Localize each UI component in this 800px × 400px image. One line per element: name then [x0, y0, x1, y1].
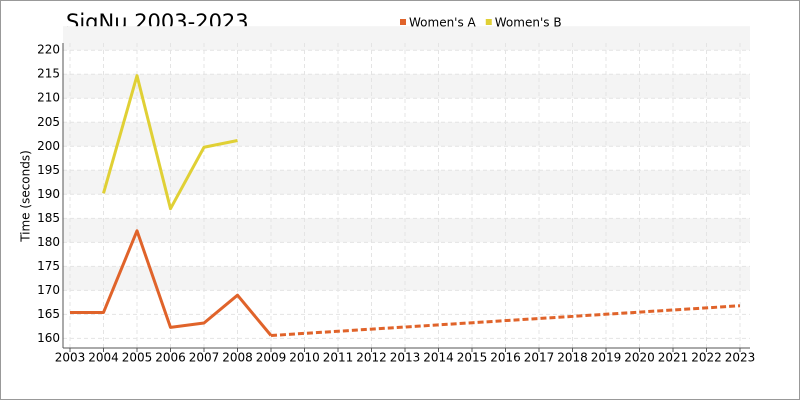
x-tick-label: 2006 [155, 351, 186, 365]
x-tick-label: 2009 [256, 351, 287, 365]
grid-band [63, 122, 750, 147]
y-tick-label: 220 [37, 43, 60, 57]
y-tick-label: 215 [37, 67, 60, 81]
x-tick-label: 2010 [289, 351, 320, 365]
y-tick-label: 180 [37, 235, 60, 249]
y-tick-label: 210 [37, 91, 60, 105]
x-tick-label: 2013 [390, 351, 421, 365]
legend-swatch [400, 19, 406, 25]
x-tick-label: 2020 [624, 351, 655, 365]
grid-band [63, 266, 750, 291]
x-tick-label: 2018 [557, 351, 588, 365]
x-tick-label: 2005 [122, 351, 153, 365]
gap-line [270, 304, 741, 338]
x-tick-label: 2007 [189, 351, 220, 365]
x-tick-label: 2012 [356, 351, 387, 365]
x-tick-label: 2003 [55, 351, 86, 365]
x-tick-label: 2022 [691, 351, 722, 365]
grid-band [63, 170, 750, 195]
x-tick-label: 2015 [457, 351, 488, 365]
y-tick-label: 190 [37, 187, 60, 201]
x-tick-label: 2016 [490, 351, 521, 365]
x-tick-label: 2004 [88, 351, 119, 365]
y-tick-label: 200 [37, 139, 60, 153]
x-tick-label: 2008 [222, 351, 253, 365]
y-axis-label: Time (seconds) [19, 150, 33, 243]
x-tick-label: 2019 [591, 351, 622, 365]
x-tick-label: 2011 [323, 351, 354, 365]
grid-band [63, 218, 750, 243]
y-tick-label: 160 [37, 331, 60, 345]
y-tick-label: 185 [37, 211, 60, 225]
x-tick-label: 2023 [725, 351, 756, 365]
y-tick-label: 175 [37, 259, 60, 273]
grid-band [63, 74, 750, 99]
y-tick-label: 195 [37, 163, 60, 177]
legend-label: Women's B [495, 16, 562, 30]
grid-band [63, 26, 750, 51]
x-tick-label: 2014 [423, 351, 454, 365]
legend-label: Women's A [409, 16, 477, 30]
y-tick-label: 170 [37, 283, 60, 297]
legend-swatch [485, 19, 492, 25]
y-tick-label: 205 [37, 115, 60, 129]
x-tick-label: 2017 [524, 351, 555, 365]
series-line [102, 74, 238, 211]
y-tick-label: 165 [37, 307, 60, 321]
x-tick-label: 2021 [658, 351, 689, 365]
series-line [70, 229, 273, 337]
